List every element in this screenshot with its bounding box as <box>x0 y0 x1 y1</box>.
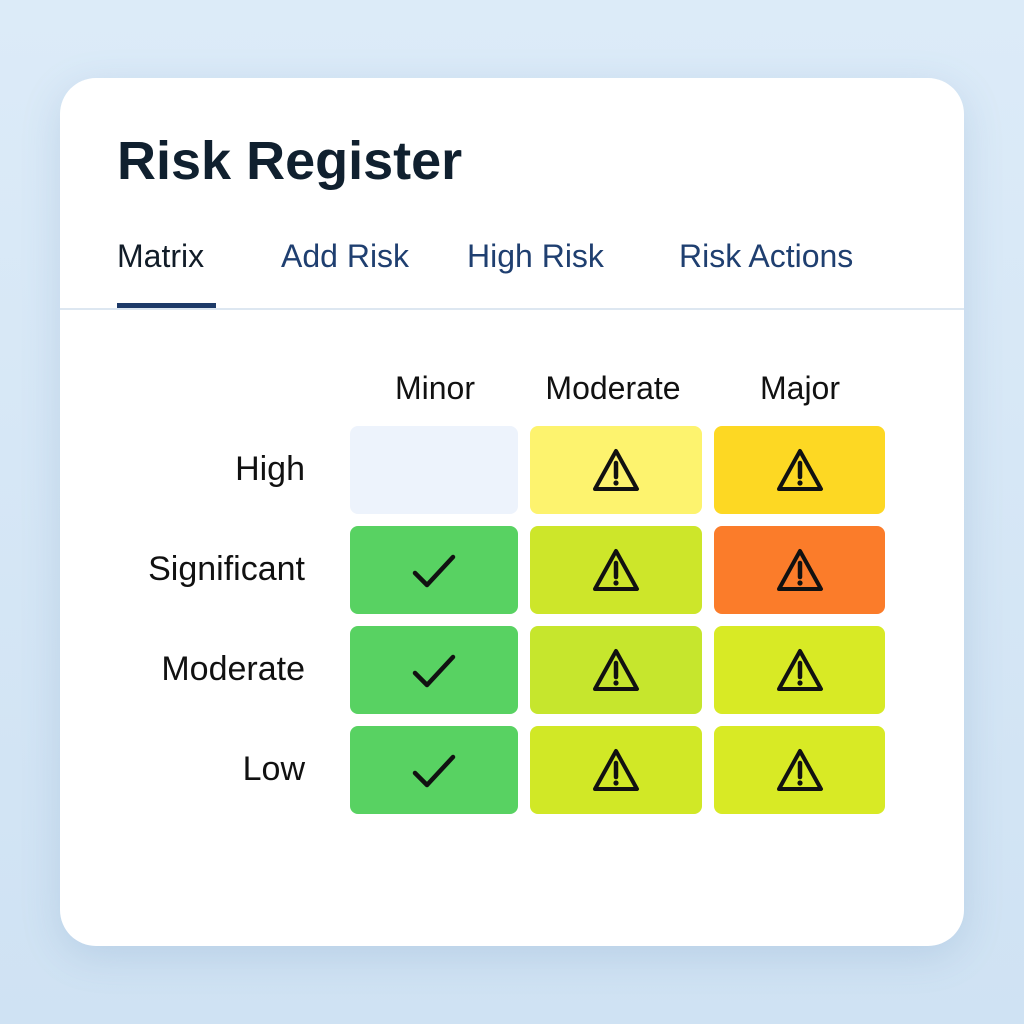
warning-icon <box>776 649 823 691</box>
page-title: Risk Register <box>117 131 463 191</box>
tab-matrix[interactable]: Matrix <box>117 238 205 274</box>
matrix-cell-low-moderate[interactable] <box>530 726 702 814</box>
matrix-cell-moderate-moderate[interactable] <box>530 626 702 714</box>
matrix-cell-significant-major[interactable] <box>714 526 885 614</box>
matrix-cell-significant-minor[interactable] <box>350 526 518 614</box>
tab-add-risk[interactable]: Add Risk <box>281 238 410 274</box>
matrix-cell-high-major[interactable] <box>714 426 885 514</box>
warning-icon <box>593 649 639 691</box>
warning-icon <box>593 749 639 791</box>
matrix-cell-low-minor[interactable] <box>350 726 518 814</box>
check-icon <box>412 754 456 788</box>
matrix-cell-high-moderate[interactable] <box>530 426 702 514</box>
check-icon <box>412 654 456 688</box>
row-header-low: Low <box>242 750 305 788</box>
row-header-significant: Significant <box>148 550 305 588</box>
column-header-major: Major <box>759 370 841 406</box>
active-tab-indicator <box>117 303 216 309</box>
matrix-cell-moderate-minor[interactable] <box>350 626 518 714</box>
matrix-cell-high-minor[interactable] <box>350 426 518 514</box>
row-header-high: High <box>235 450 305 488</box>
tab-high-risk[interactable]: High Risk <box>467 238 604 274</box>
warning-icon <box>776 449 823 491</box>
tab-divider <box>60 308 964 310</box>
column-header-minor: Minor <box>394 370 476 406</box>
check-icon <box>412 554 456 588</box>
warning-icon <box>776 549 823 591</box>
risk-register-card: Risk Register Matrix Add Risk High Risk … <box>60 78 964 946</box>
row-header-moderate: Moderate <box>161 650 305 688</box>
warning-icon <box>776 749 823 791</box>
warning-icon <box>593 549 639 591</box>
matrix-cell-moderate-major[interactable] <box>714 626 885 714</box>
matrix-cell-low-major[interactable] <box>714 726 885 814</box>
column-header-moderate: Moderate <box>545 370 681 406</box>
tab-risk-actions[interactable]: Risk Actions <box>679 238 854 274</box>
matrix-cell-significant-moderate[interactable] <box>530 526 702 614</box>
warning-icon <box>593 449 639 491</box>
